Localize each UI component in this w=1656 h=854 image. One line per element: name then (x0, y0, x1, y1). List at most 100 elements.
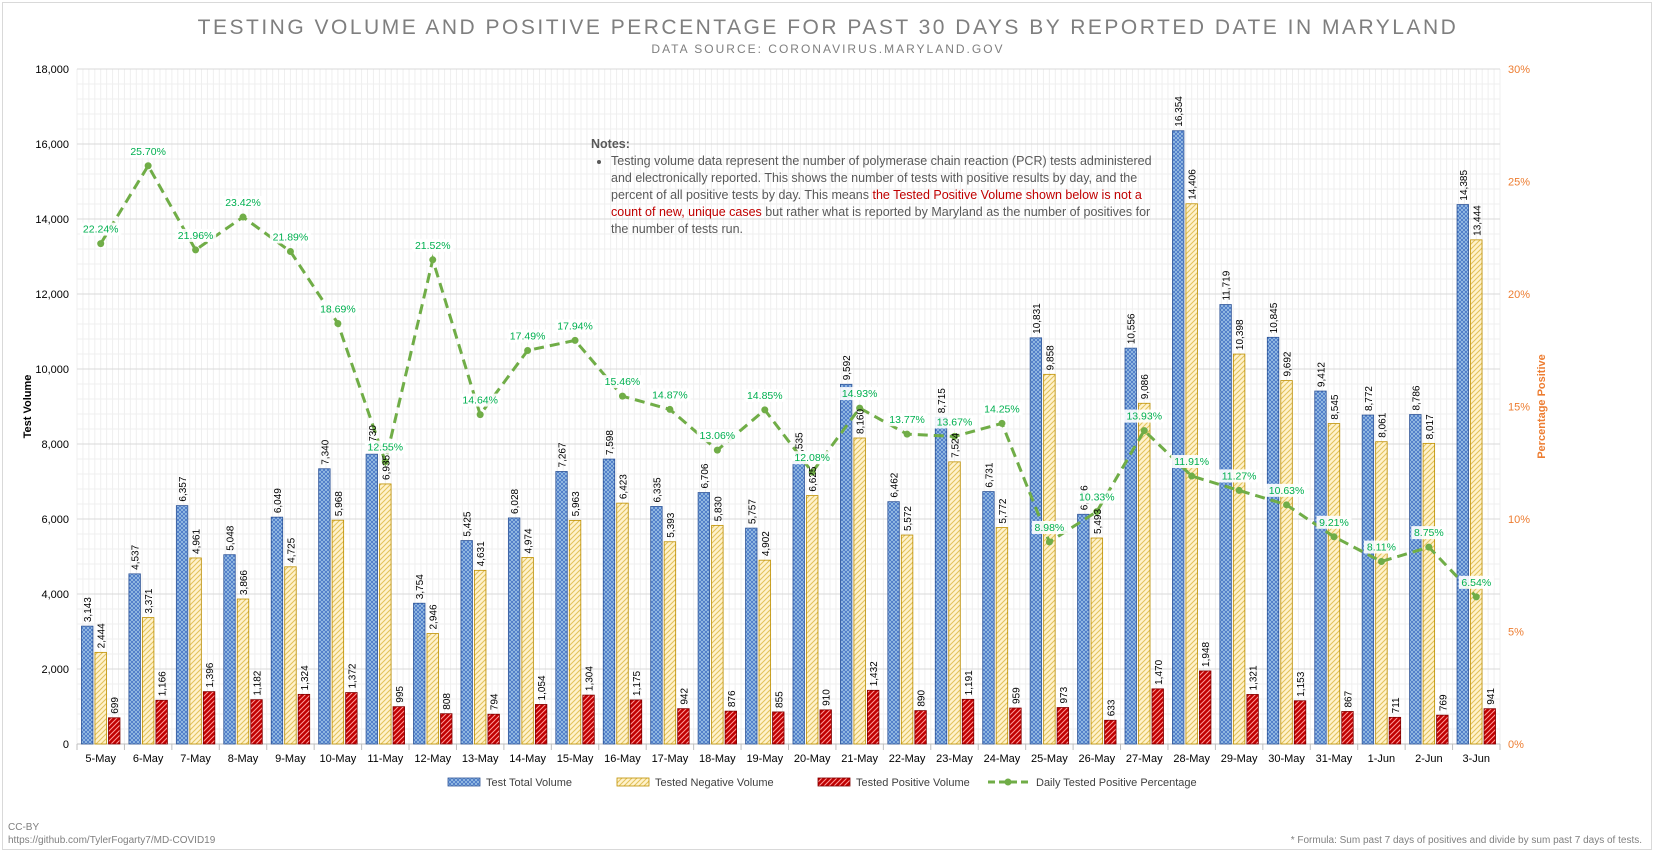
x-tick-label: 22-May (889, 753, 926, 765)
line-data-label: 10.33% (1079, 492, 1115, 504)
line-point (476, 411, 484, 419)
bar-tested-negative-volume (426, 633, 439, 745)
line-point (429, 256, 437, 264)
bar-data-label: 9,412 (1316, 362, 1327, 387)
bar-tested-negative-volume (94, 651, 107, 745)
bar-tested-negative-volume (1327, 423, 1341, 745)
bar-data-label: 10,556 (1127, 313, 1138, 344)
line-data-label: 21.52% (415, 240, 451, 252)
line-label-bg (222, 196, 264, 210)
y-tick-label: 10,000 (35, 364, 69, 376)
bar-data-label: 8,017 (1425, 414, 1436, 439)
bar-data-label: 2,946 (429, 604, 440, 629)
bar-tested-negative-volume (331, 519, 345, 745)
line-data-label: 6.54% (1461, 577, 1491, 589)
bar-test-total-volume (81, 625, 94, 745)
bar-data-label: 769 (1438, 694, 1449, 711)
bar-tested-negative-volume (1422, 442, 1435, 745)
line-label-bg (1123, 409, 1165, 423)
bar-data-label: 5,048 (226, 525, 237, 550)
bar-tested-negative-volume (616, 502, 629, 745)
bar-tested-positive-volume (108, 717, 121, 745)
line-point (903, 430, 911, 438)
bar-data-label: 3,371 (144, 588, 155, 613)
bar-data-label: 8,786 (1411, 385, 1422, 410)
line-data-label: 8.11% (1367, 542, 1396, 554)
line-data-label: 9.21% (1319, 517, 1349, 529)
y-tick-label: 4,000 (41, 589, 69, 601)
bar-test-total-volume (270, 516, 284, 745)
bar-data-label: 4,631 (476, 541, 487, 566)
line-label-bg (601, 375, 644, 389)
footer-url[interactable]: https://github.com/TylerFogarty7/MD-COVI… (8, 835, 216, 846)
bar-test-total-volume (745, 527, 758, 745)
notes-bullet: Testing volume data represent the number… (611, 153, 1161, 238)
bar-data-label: 3,143 (83, 597, 94, 622)
line-label-bg (174, 228, 217, 242)
bar-data-label: 5,757 (747, 499, 758, 524)
line-data-label: 12.55% (368, 442, 404, 454)
line-data-label: 13.06% (700, 430, 736, 442)
line-label-bg (1076, 490, 1118, 504)
line-data-label: 13.77% (889, 414, 925, 426)
y-tick-label: 0 (63, 739, 69, 751)
bar-test-total-volume (460, 540, 473, 745)
bar-test-total-volume (1124, 347, 1137, 745)
line-label-bg (1363, 540, 1399, 554)
x-tick-label: 20-May (794, 753, 831, 765)
line-label-bg (1458, 575, 1494, 589)
bar-data-label: 1,948 (1201, 641, 1212, 666)
bar-test-total-volume (887, 501, 900, 745)
line-point (951, 432, 959, 440)
bar-data-label: 1,175 (632, 670, 643, 695)
bar-data-label: 1,372 (347, 663, 358, 688)
bar-data-label: 8,772 (1364, 386, 1375, 411)
line-label-bg (80, 222, 122, 236)
bar-test-total-volume (1266, 336, 1280, 745)
x-tick-label: 3-Jun (1463, 753, 1491, 765)
bar-data-label: 3,754 (415, 574, 426, 599)
bar-test-total-volume (128, 573, 141, 745)
bar-tested-positive-volume (724, 710, 737, 745)
line-data-label: 11.27% (1222, 470, 1257, 482)
bar-tested-positive-volume (1246, 694, 1259, 745)
bar-tested-negative-volume (1375, 441, 1388, 745)
line-point (381, 458, 389, 466)
bar-tested-negative-volume (663, 541, 677, 745)
bar-data-label: 876 (727, 690, 738, 707)
y2-tick-label: 10% (1508, 514, 1530, 526)
y2-tick-label: 25% (1508, 177, 1530, 189)
line-data-label: 17.94% (557, 320, 593, 332)
line-point (1045, 538, 1053, 546)
line-label-bg (981, 402, 1023, 416)
bar-tested-positive-volume (1388, 716, 1402, 745)
line-point (761, 406, 769, 414)
bar-data-label: 699 (110, 697, 121, 714)
bar-data-label: 1,191 (964, 670, 975, 695)
bar-tested-positive-volume (1151, 688, 1164, 745)
bar-data-label: 942 (679, 688, 690, 705)
bar-tested-negative-volume (758, 559, 771, 745)
y-axis-title: Test Volume (22, 375, 34, 439)
x-tick-label: 11-May (367, 753, 403, 765)
y2-tick-label: 15% (1508, 402, 1530, 414)
bar-data-label: 1,470 (1154, 659, 1165, 684)
bar-test-total-volume (1456, 204, 1469, 745)
y-tick-label: 12,000 (35, 289, 69, 301)
bar-data-label: 10,845 (1269, 302, 1280, 333)
line-data-label: 14.87% (652, 389, 688, 401)
x-tick-label: 1-Jun (1368, 753, 1396, 765)
bar-tested-positive-volume (392, 706, 405, 745)
y-tick-label: 16,000 (35, 139, 69, 151)
line-label-bg (412, 238, 454, 252)
line-point (998, 419, 1006, 427)
bar-data-label: 4,537 (131, 544, 142, 569)
bar-tested-positive-volume (1104, 719, 1117, 745)
bar-test-total-volume (792, 461, 805, 745)
bar-tested-positive-volume (819, 709, 832, 745)
bar-data-label: 7,730 (368, 425, 379, 450)
legend-label: Daily Tested Positive Percentage (1036, 777, 1197, 789)
legend-swatch (817, 777, 851, 787)
